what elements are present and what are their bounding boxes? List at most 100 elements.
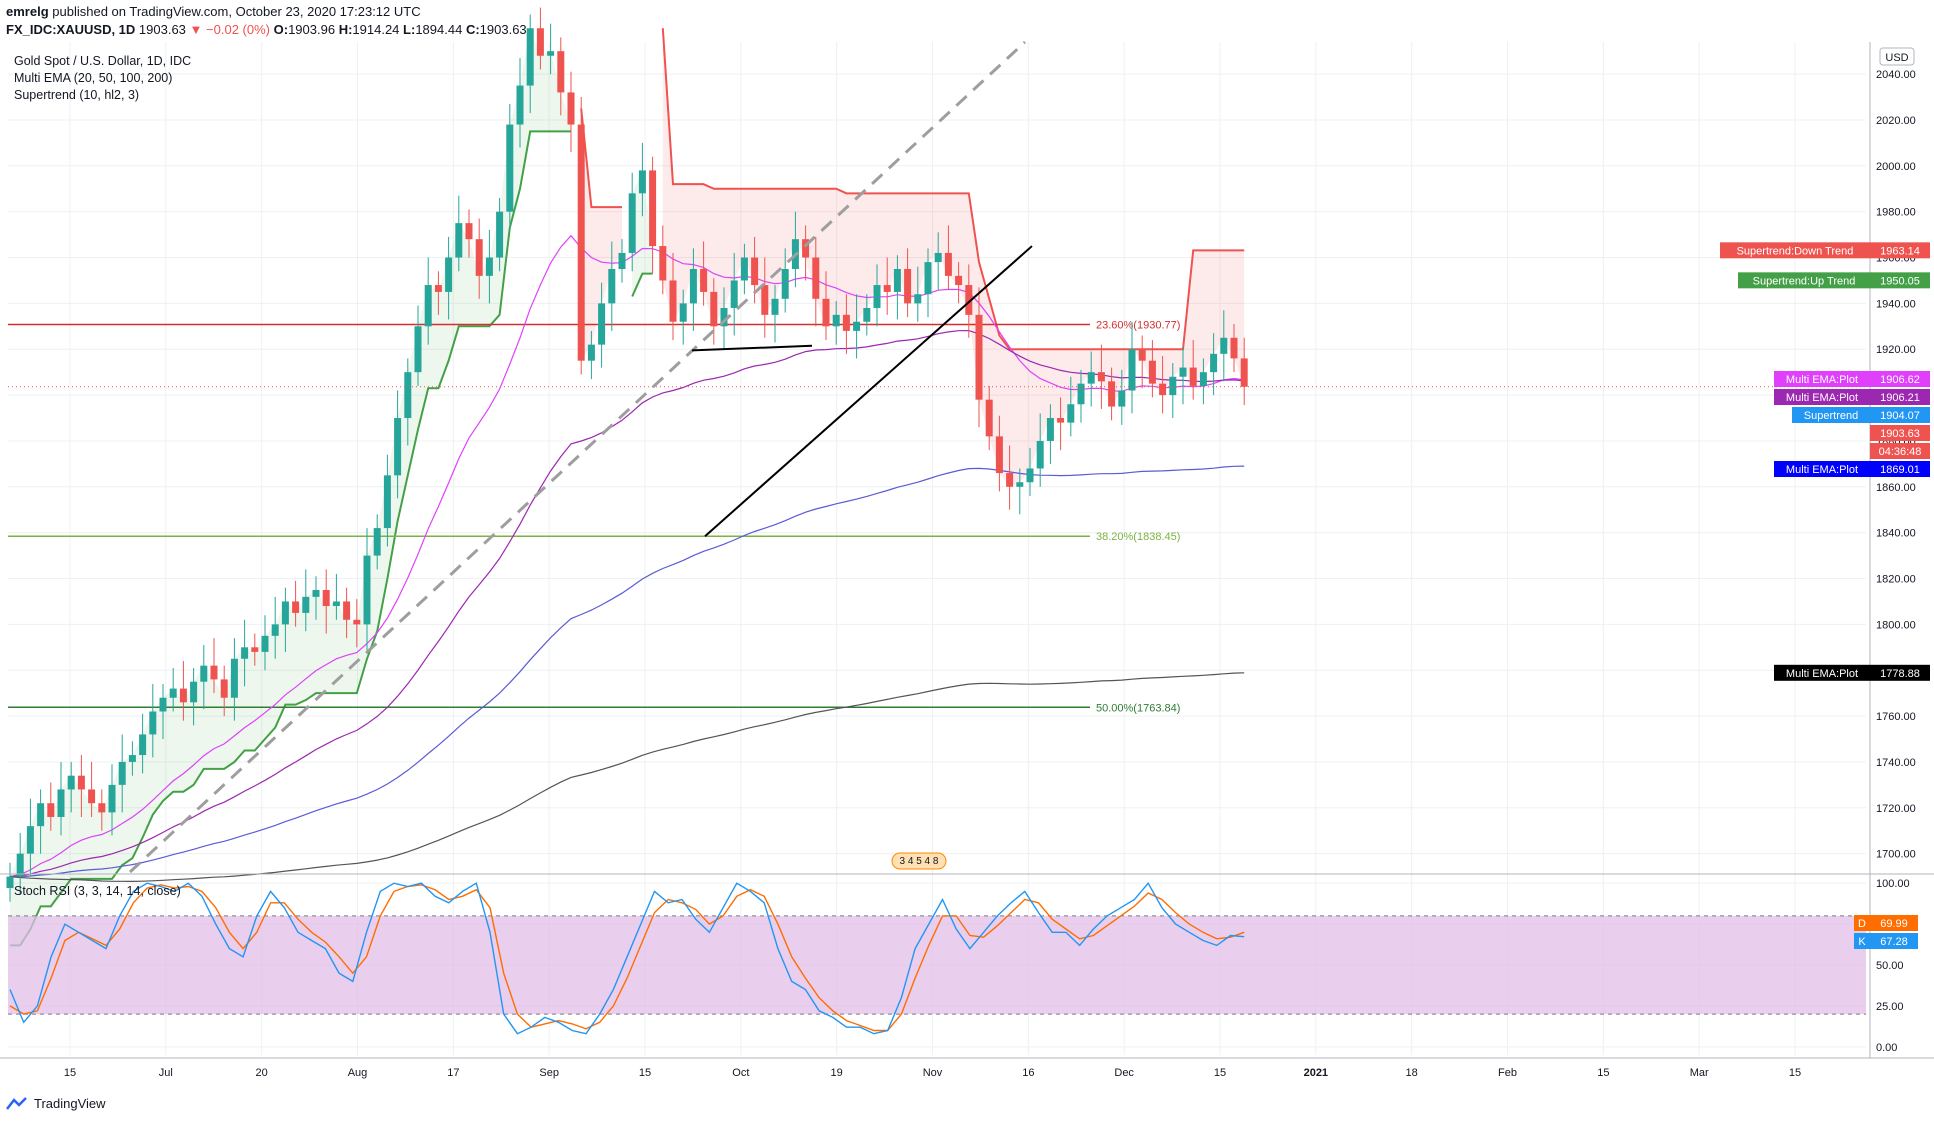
legend-ema[interactable]: Multi EMA (20, 50, 100, 200) xyxy=(14,71,173,85)
candle-body[interactable] xyxy=(955,275,963,286)
candle-body[interactable] xyxy=(618,252,626,269)
candle-body[interactable] xyxy=(659,246,667,281)
candle-body[interactable] xyxy=(108,784,116,813)
candle-body[interactable] xyxy=(47,803,55,817)
candle-body[interactable] xyxy=(577,124,585,361)
candle-body[interactable] xyxy=(261,635,269,652)
candle-body[interactable] xyxy=(230,658,238,698)
legend-supertrend[interactable]: Supertrend (10, hl2, 3) xyxy=(14,88,140,102)
candle-body[interactable] xyxy=(965,285,973,315)
candle-body[interactable] xyxy=(985,399,993,437)
candle-body[interactable] xyxy=(220,679,228,698)
candle-body[interactable] xyxy=(1036,440,1044,469)
candle-body[interactable] xyxy=(169,688,177,698)
candle-body[interactable] xyxy=(832,314,840,327)
candle-body[interactable] xyxy=(995,436,1003,474)
candle-body[interactable] xyxy=(710,291,718,327)
trendline-drawings[interactable]: 3 4 5 4 8 xyxy=(128,40,1033,874)
candle-body[interactable] xyxy=(1159,383,1167,396)
candle-body[interactable] xyxy=(822,298,830,327)
candle-body[interactable] xyxy=(761,285,769,315)
candle-body[interactable] xyxy=(251,647,259,652)
events-badge[interactable] xyxy=(891,852,947,870)
candle-body[interactable] xyxy=(292,601,300,613)
candle-body[interactable] xyxy=(1128,349,1136,391)
rising-support-line[interactable] xyxy=(704,245,1033,537)
candle-body[interactable] xyxy=(802,239,810,258)
candle-body[interactable] xyxy=(1006,473,1014,487)
candle-body[interactable] xyxy=(904,268,912,304)
candle-body[interactable] xyxy=(883,285,891,292)
candle-body[interactable] xyxy=(322,589,330,607)
tradingview-logo[interactable]: TradingView xyxy=(6,1096,106,1111)
candle-body[interactable] xyxy=(812,257,820,299)
candle-body[interactable] xyxy=(190,681,198,703)
candle-body[interactable] xyxy=(373,528,381,556)
candle-body[interactable] xyxy=(557,51,565,93)
candle-body[interactable] xyxy=(57,789,65,817)
candle-body[interactable] xyxy=(312,589,320,597)
candle-body[interactable] xyxy=(1108,381,1116,407)
candle-body[interactable] xyxy=(210,665,218,680)
candle-body[interactable] xyxy=(720,307,728,327)
candle-body[interactable] xyxy=(679,303,687,322)
candle-body[interactable] xyxy=(67,775,75,790)
candle-body[interactable] xyxy=(139,734,147,756)
candle-body[interactable] xyxy=(649,170,657,247)
candle-body[interactable] xyxy=(1169,376,1177,396)
candle-body[interactable] xyxy=(669,280,677,322)
candle-body[interactable] xyxy=(271,624,279,636)
candle-body[interactable] xyxy=(363,555,371,625)
candle-body[interactable] xyxy=(567,92,575,125)
candle-body[interactable] xyxy=(863,307,871,322)
candle-body[interactable] xyxy=(1046,418,1054,441)
candle-body[interactable] xyxy=(128,755,136,762)
candle-body[interactable] xyxy=(281,601,289,625)
candle-body[interactable] xyxy=(200,665,208,682)
candle-body[interactable] xyxy=(1210,353,1218,373)
candle-body[interactable] xyxy=(414,326,422,373)
candle-body[interactable] xyxy=(628,193,636,253)
candle-body[interactable] xyxy=(1077,383,1085,405)
candle-body[interactable] xyxy=(1220,337,1228,354)
candle-body[interactable] xyxy=(88,789,96,804)
candle-body[interactable] xyxy=(98,803,106,813)
candle-body[interactable] xyxy=(302,596,310,613)
candle-body[interactable] xyxy=(6,876,14,889)
candle-body[interactable] xyxy=(1199,372,1207,386)
candle-body[interactable] xyxy=(16,853,24,877)
legend-title[interactable]: Gold Spot / U.S. Dollar, 1D, IDC xyxy=(14,54,192,68)
candle-body[interactable] xyxy=(638,170,646,194)
candle-body[interactable] xyxy=(740,257,748,281)
candle-body[interactable] xyxy=(924,262,932,295)
candle-body[interactable] xyxy=(781,268,789,299)
candle-body[interactable] xyxy=(179,688,187,703)
legend-stoch[interactable]: Stoch RSI (3, 3, 14, 14, close) xyxy=(14,884,181,898)
candle-body[interactable] xyxy=(700,268,708,292)
candle-body[interactable] xyxy=(383,475,391,529)
candle-body[interactable] xyxy=(343,601,351,620)
candle-body[interactable] xyxy=(434,285,442,292)
candle-body[interactable] xyxy=(506,124,514,212)
candle-body[interactable] xyxy=(149,711,157,735)
candle-body[interactable] xyxy=(608,268,616,304)
candle-body[interactable] xyxy=(394,418,402,476)
candle-body[interactable] xyxy=(465,223,473,240)
candle-body[interactable] xyxy=(77,775,85,790)
candle-body[interactable] xyxy=(1189,367,1197,386)
symbol[interactable]: FX_IDC:XAUUSD, 1D xyxy=(6,22,136,37)
candle-body[interactable] xyxy=(496,211,504,258)
candle-body[interactable] xyxy=(1097,372,1105,382)
candle-body[interactable] xyxy=(404,372,412,419)
candle-body[interactable] xyxy=(526,28,534,86)
candle-body[interactable] xyxy=(771,298,779,315)
candle-body[interactable] xyxy=(1138,349,1146,361)
candle-body[interactable] xyxy=(455,223,463,258)
candles[interactable] xyxy=(6,7,1867,902)
candle-body[interactable] xyxy=(353,619,361,625)
candle-body[interactable] xyxy=(751,257,759,286)
candle-body[interactable] xyxy=(118,761,126,785)
candle-body[interactable] xyxy=(424,285,432,327)
candle-body[interactable] xyxy=(445,257,453,292)
candle-body[interactable] xyxy=(241,647,249,659)
